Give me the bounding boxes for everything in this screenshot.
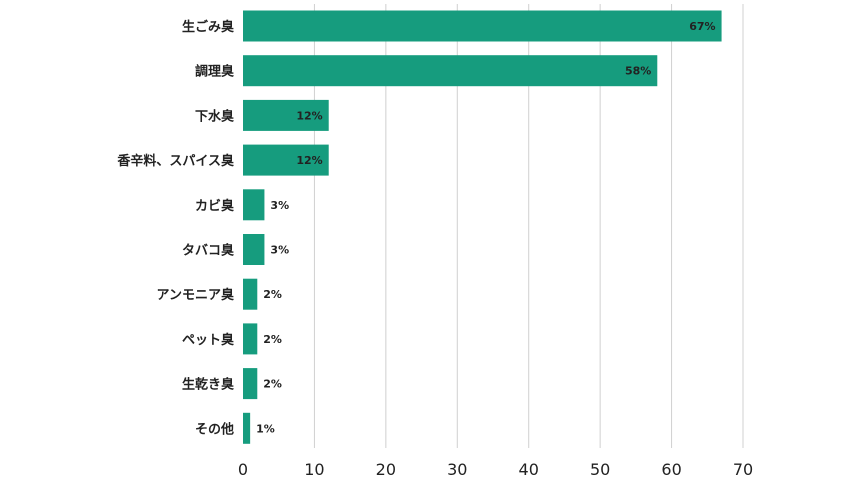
bar bbox=[243, 368, 258, 400]
category-label: 生乾き臭 bbox=[182, 377, 234, 393]
data-label: 12% bbox=[296, 109, 322, 122]
category-label: タバコ臭 bbox=[182, 243, 234, 259]
data-label: 2% bbox=[263, 333, 282, 346]
data-label: 67% bbox=[689, 20, 715, 33]
bar bbox=[243, 412, 251, 444]
bar bbox=[243, 144, 329, 176]
x-tick-label: 20 bbox=[376, 460, 396, 479]
category-label: 下水臭 bbox=[195, 108, 234, 124]
bars bbox=[243, 10, 722, 444]
bar bbox=[243, 278, 258, 310]
value-labels: 67% 58% 12% 12% 3% 3% 2% 2% 2% 1% bbox=[256, 20, 715, 435]
category-label: ペット臭 bbox=[182, 332, 234, 348]
bar bbox=[243, 99, 329, 131]
category-label: カビ臭 bbox=[195, 198, 234, 214]
x-tick-label: 40 bbox=[519, 460, 539, 479]
data-label: 12% bbox=[296, 154, 322, 167]
x-tick-label: 10 bbox=[304, 460, 324, 479]
category-label: 香辛料、スパイス臭 bbox=[116, 153, 234, 169]
x-tick-label: 0 bbox=[238, 460, 248, 479]
data-label: 2% bbox=[263, 378, 282, 391]
x-axis-tick-labels: 0 10 20 30 40 50 60 70 bbox=[238, 460, 753, 479]
x-tick-label: 30 bbox=[447, 460, 467, 479]
x-tick-label: 70 bbox=[733, 460, 753, 479]
category-label: その他 bbox=[195, 421, 234, 437]
bar bbox=[243, 189, 265, 221]
data-label: 58% bbox=[625, 65, 651, 78]
bar bbox=[243, 323, 258, 355]
data-label: 2% bbox=[263, 288, 282, 301]
data-label: 1% bbox=[256, 422, 275, 435]
category-labels: 生ごみ臭調理臭下水臭香辛料、スパイス臭カビ臭タバコ臭アンモニア臭ペット臭生乾き臭… bbox=[116, 19, 234, 437]
data-label: 3% bbox=[270, 244, 289, 257]
data-label: 3% bbox=[270, 199, 289, 212]
bar bbox=[243, 10, 722, 42]
category-label: アンモニア臭 bbox=[157, 287, 234, 303]
category-label: 調理臭 bbox=[195, 64, 234, 80]
x-tick-label: 50 bbox=[590, 460, 610, 479]
bar bbox=[243, 234, 265, 265]
x-tick-label: 60 bbox=[661, 460, 681, 479]
bar bbox=[243, 55, 658, 87]
category-label: 生ごみ臭 bbox=[182, 19, 234, 35]
